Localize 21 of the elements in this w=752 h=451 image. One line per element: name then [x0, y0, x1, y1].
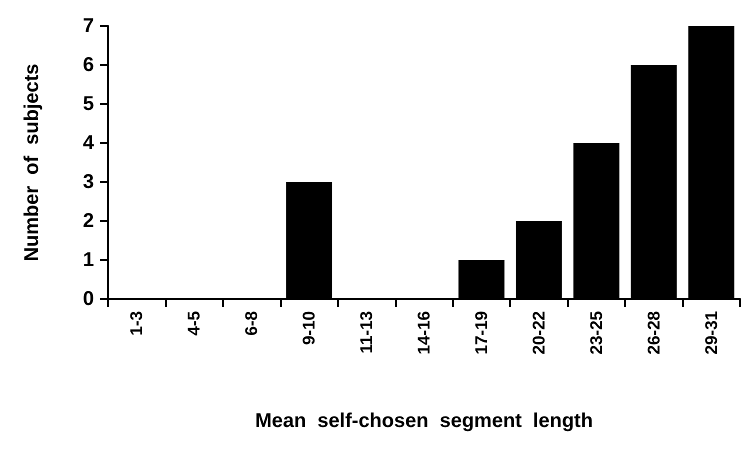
- x-tick-label: 1-3: [127, 311, 146, 336]
- y-tick-label: 3: [82, 171, 94, 193]
- x-tick-label: 11-13: [357, 311, 376, 354]
- x-tick-label: 14-16: [414, 311, 434, 354]
- x-tick-label: 23-25: [586, 311, 606, 354]
- y-tick-label: 2: [82, 210, 94, 232]
- x-axis-title: Mean self-chosen segment length: [255, 410, 593, 432]
- x-tick-label: 17-19: [472, 311, 491, 354]
- y-tick-label: 5: [82, 93, 94, 115]
- x-tick-label: 4-5: [184, 311, 204, 336]
- y-axis-title: Number of subjects: [21, 64, 43, 262]
- y-tick-label: 1: [82, 249, 94, 271]
- x-tick-label: 20-22: [529, 311, 548, 354]
- y-tick-label: 7: [82, 15, 94, 37]
- x-tick-label: 26-28: [644, 311, 664, 354]
- x-tick-label: 29-31: [702, 311, 721, 354]
- y-tick-label: 6: [82, 54, 94, 76]
- x-tick-label: 6-8: [242, 311, 262, 336]
- y-tick-label: 0: [82, 288, 94, 310]
- x-tick-label: 9-10: [300, 311, 319, 346]
- y-tick-label: 4: [82, 132, 95, 154]
